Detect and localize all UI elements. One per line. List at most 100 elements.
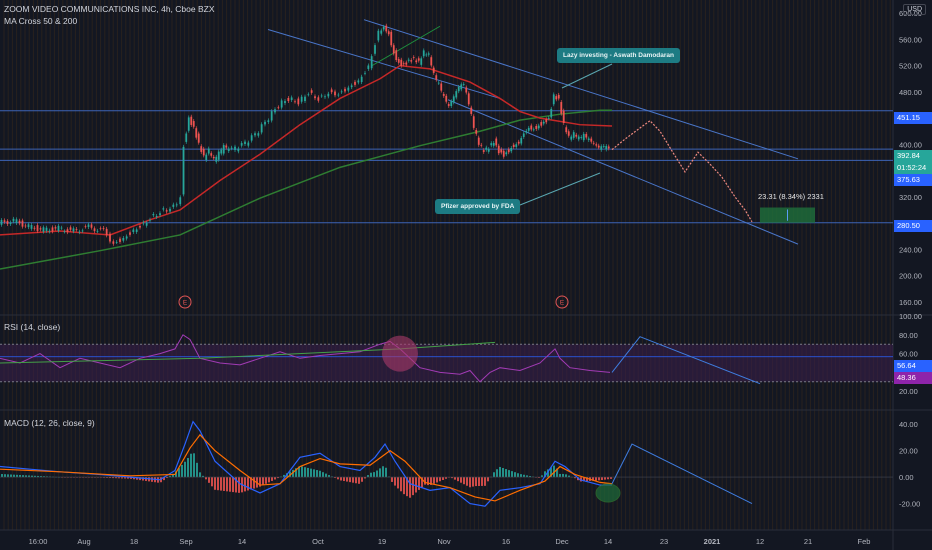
candle-body: [212, 156, 215, 159]
candle-body: [237, 148, 240, 152]
candle-body: [425, 54, 428, 56]
price-tag-280: 280.50: [894, 220, 932, 232]
candle-body: [109, 233, 111, 242]
macd-histogram-bar: [370, 472, 372, 478]
macd-highlight-ellipse: [595, 483, 621, 503]
macd-histogram-bar: [430, 477, 432, 485]
macd-histogram-bar: [229, 477, 231, 492]
macd-histogram-bar: [541, 475, 543, 478]
candle-body: [585, 134, 588, 138]
candle-body: [537, 125, 540, 129]
macd-histogram-bar: [418, 477, 420, 490]
macd-histogram-bar: [208, 477, 210, 483]
time-tick-label: 16: [502, 537, 510, 546]
macd-histogram-bar: [136, 477, 138, 480]
candle-body: [440, 83, 443, 91]
macd-histogram-bar: [130, 477, 132, 479]
candle-body: [267, 120, 270, 122]
candle-body: [225, 145, 228, 148]
candle-body: [520, 138, 523, 144]
macd-histogram-bar: [511, 471, 513, 478]
candle-body: [605, 146, 608, 150]
time-tick-label: 19: [378, 537, 386, 546]
candle-body: [344, 88, 346, 92]
candle-body: [247, 142, 250, 146]
macd-histogram-bar: [250, 477, 252, 490]
candle-body: [470, 107, 473, 114]
macd-histogram-bar: [442, 477, 444, 480]
macd-histogram-bar: [373, 472, 375, 478]
candle-body: [452, 96, 455, 103]
candle-body: [78, 231, 81, 233]
time-tick-label: 23: [660, 537, 668, 546]
indicator-label[interactable]: MA Cross 50 & 200: [4, 16, 78, 26]
candle-body: [442, 93, 445, 96]
candle-body: [300, 96, 303, 102]
candle-body: [447, 104, 450, 106]
candle-body: [222, 145, 225, 154]
macd-histogram-bar: [328, 475, 330, 478]
green-trend-line: [371, 25, 441, 67]
candle-body: [187, 117, 190, 131]
macd-histogram-bar: [277, 477, 279, 479]
macd-histogram-bar: [13, 474, 15, 478]
macd-pane-label[interactable]: MACD (12, 26, close, 9): [4, 418, 95, 428]
price-tag-392: 392.84: [894, 150, 932, 162]
rsi-tag-48: 48.36: [894, 372, 932, 384]
currency-badge[interactable]: USD: [903, 4, 926, 15]
macd-histogram-bar: [259, 477, 261, 487]
macd-histogram-bar: [193, 453, 195, 478]
macd-histogram-bar: [1, 474, 3, 478]
price-tick-label: 400.00: [899, 140, 922, 149]
macd-histogram-bar: [178, 468, 180, 478]
macd-histogram-bar: [397, 477, 399, 489]
price-tick-label: 520.00: [899, 62, 922, 71]
candle-body: [400, 59, 403, 66]
candle-body: [165, 210, 168, 212]
pfizer-callout[interactable]: Pfizer approved by FDA: [435, 199, 521, 214]
macd-histogram-bar: [505, 469, 507, 478]
candle-body: [192, 121, 195, 127]
candle-body: [57, 225, 60, 231]
macd-histogram-bar: [31, 475, 33, 478]
earnings-marker-text: E: [560, 300, 565, 307]
candle-body: [567, 131, 570, 136]
candle-body: [202, 148, 205, 156]
session-stripes: [3, 0, 891, 530]
macd-histogram-bar: [538, 477, 540, 478]
macd-histogram-bar: [106, 477, 108, 478]
macd-histogram-bar: [520, 474, 522, 478]
candle-body: [510, 147, 513, 152]
candle-body: [432, 67, 435, 73]
rsi-ma-line: [0, 341, 496, 364]
macd-histogram-bar: [454, 477, 456, 480]
macd-histogram-bar: [601, 477, 603, 481]
macd-histogram-bar: [319, 470, 321, 478]
candle-body: [337, 94, 340, 96]
price-tick-label: 600.00: [899, 9, 922, 18]
lazy-callout-pointer: [561, 63, 613, 89]
macd-histogram-bar: [487, 477, 489, 482]
candle-body: [314, 96, 316, 99]
candle-body: [555, 96, 558, 100]
candle-body: [152, 214, 155, 216]
rsi-pane-label[interactable]: RSI (14, close): [4, 322, 61, 332]
macd-histogram-bar: [382, 466, 384, 478]
candle-body: [240, 143, 243, 146]
candle-body: [492, 143, 495, 146]
macd-histogram-bar: [496, 469, 498, 478]
candle-body: [430, 57, 433, 66]
macd-histogram-bar: [271, 477, 273, 481]
macd-histogram-bar: [394, 477, 396, 486]
candle-body: [560, 102, 563, 114]
macd-histogram-bar: [460, 477, 462, 483]
macd-histogram-bar: [379, 468, 381, 478]
candle-body: [284, 101, 286, 104]
candle-body: [385, 25, 388, 32]
macd-histogram-bar: [343, 477, 345, 482]
lazy-investing-callout[interactable]: Lazy investing - Aswath Damodaran: [557, 48, 681, 63]
candle-body: [215, 156, 218, 162]
macd-histogram-bar: [184, 461, 186, 478]
candle-body: [455, 91, 458, 98]
